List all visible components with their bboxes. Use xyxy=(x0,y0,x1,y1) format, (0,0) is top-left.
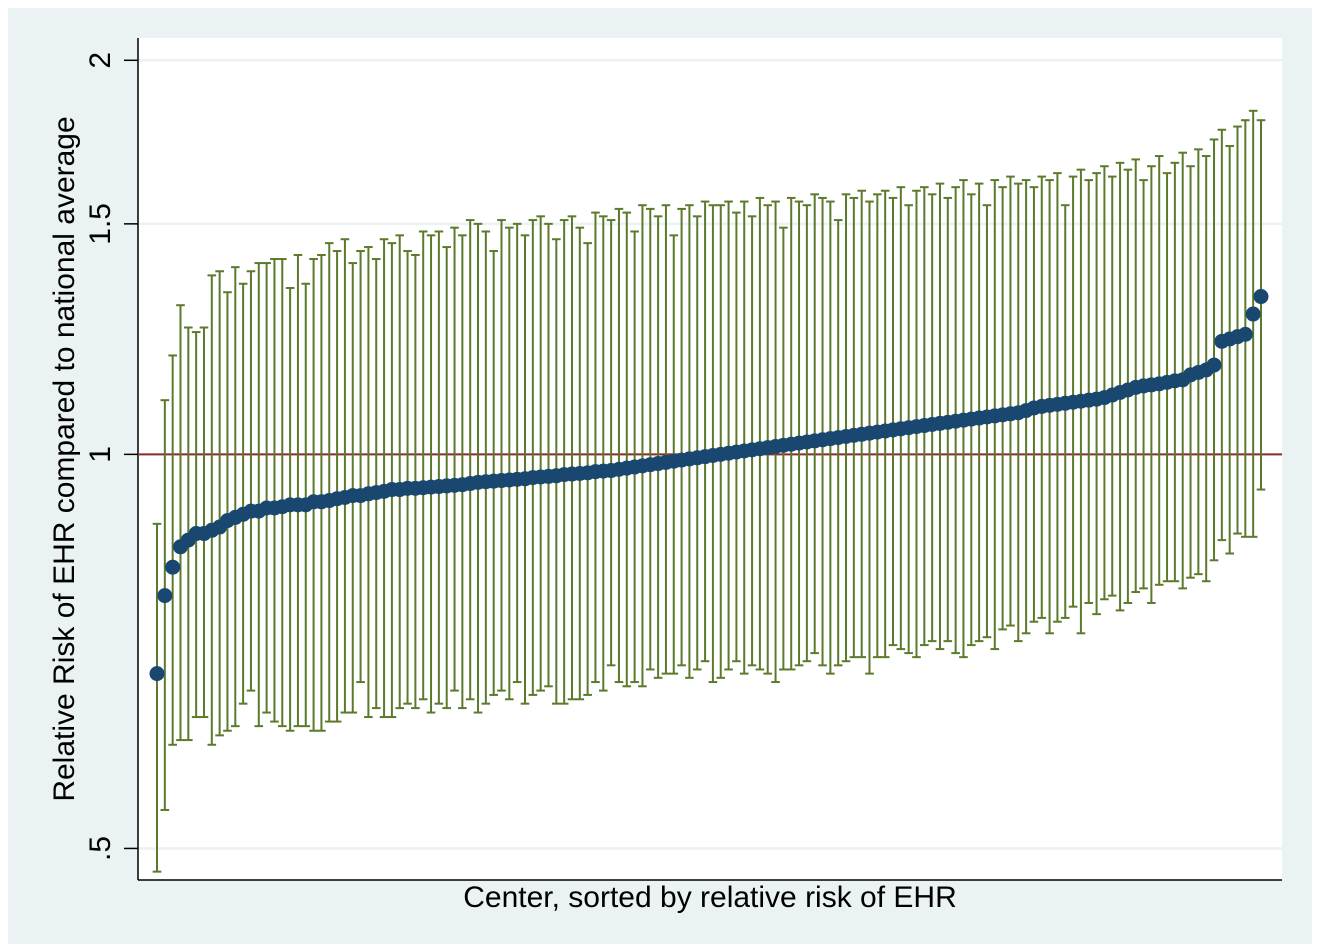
point xyxy=(157,588,173,604)
y-axis-title: Relative Risk of EHR compared to nationa… xyxy=(48,116,81,801)
point xyxy=(1237,326,1253,342)
y-tick-label: 2 xyxy=(84,52,117,69)
point xyxy=(1245,306,1261,322)
y-tick-label: .5 xyxy=(84,836,117,861)
point xyxy=(1253,289,1269,305)
point xyxy=(1206,357,1222,373)
y-tick-label: 1 xyxy=(84,446,117,463)
x-axis-title: Center, sorted by relative risk of EHR xyxy=(463,881,957,914)
y-tick-label: 1.5 xyxy=(84,203,117,245)
point xyxy=(149,666,165,682)
point xyxy=(165,559,181,575)
